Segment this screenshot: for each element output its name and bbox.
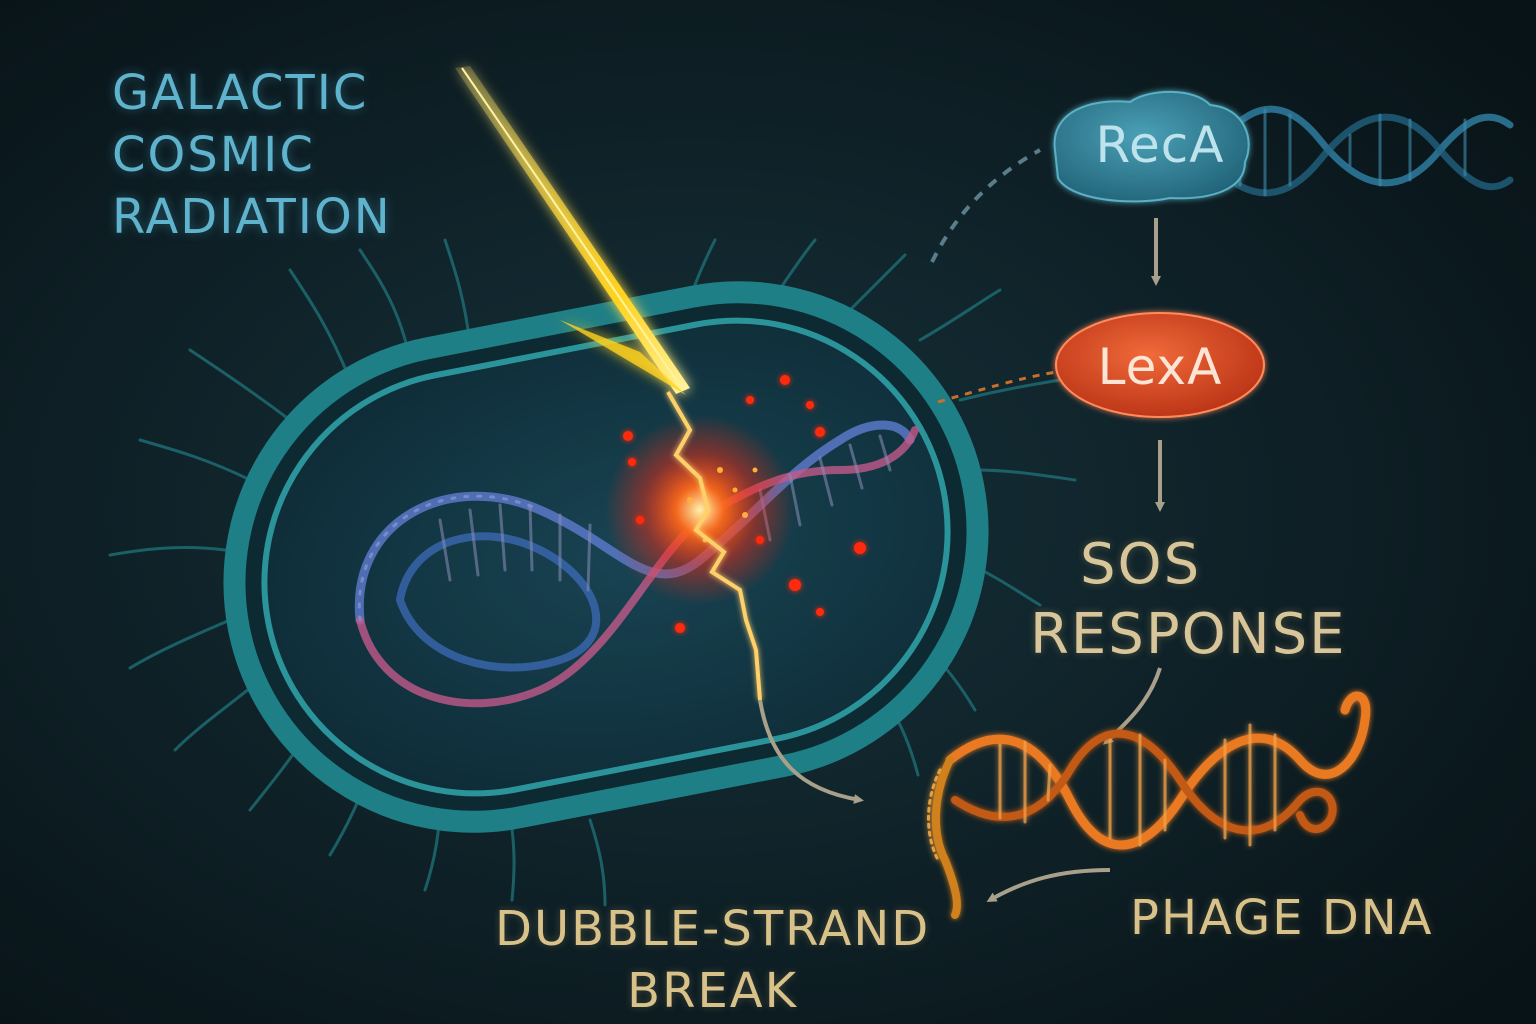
cosmic-ray-beam	[455, 66, 690, 395]
label-line: GALACTIC	[112, 65, 369, 121]
reca-dna-helix	[1196, 105, 1514, 197]
lexa-protein	[1055, 312, 1265, 418]
reca-connector	[930, 148, 1041, 263]
galactic-cosmic-radiation-label: GALACTIC COSMIC RADIATION	[112, 62, 392, 248]
reca-protein	[1053, 90, 1250, 203]
sos-response-label: SOS RESPONSE	[1030, 530, 1347, 670]
label-line: DUBBLE-STRAND	[495, 901, 931, 957]
lexa-connector	[937, 370, 1057, 404]
label-line: RESPONSE	[1030, 602, 1347, 667]
damage-burst	[605, 375, 866, 633]
double-strand-break-label: DUBBLE-STRAND BREAK	[495, 898, 930, 1022]
arrow-break-to-phage	[758, 699, 864, 804]
phage-dna-label: PHAGE DNA	[1130, 890, 1434, 946]
label-line: COSMIC	[112, 127, 315, 183]
label-line: SOS	[1080, 532, 1202, 597]
label-line: RADIATION	[112, 189, 392, 245]
label-line: BREAK	[627, 963, 799, 1019]
reca-label: RecA	[1095, 116, 1225, 174]
phage-dna-helix	[927, 691, 1371, 919]
strand-break-crack	[666, 390, 762, 701]
arrow-phage-return	[986, 868, 1111, 902]
lexa-label: LexA	[1097, 338, 1223, 396]
